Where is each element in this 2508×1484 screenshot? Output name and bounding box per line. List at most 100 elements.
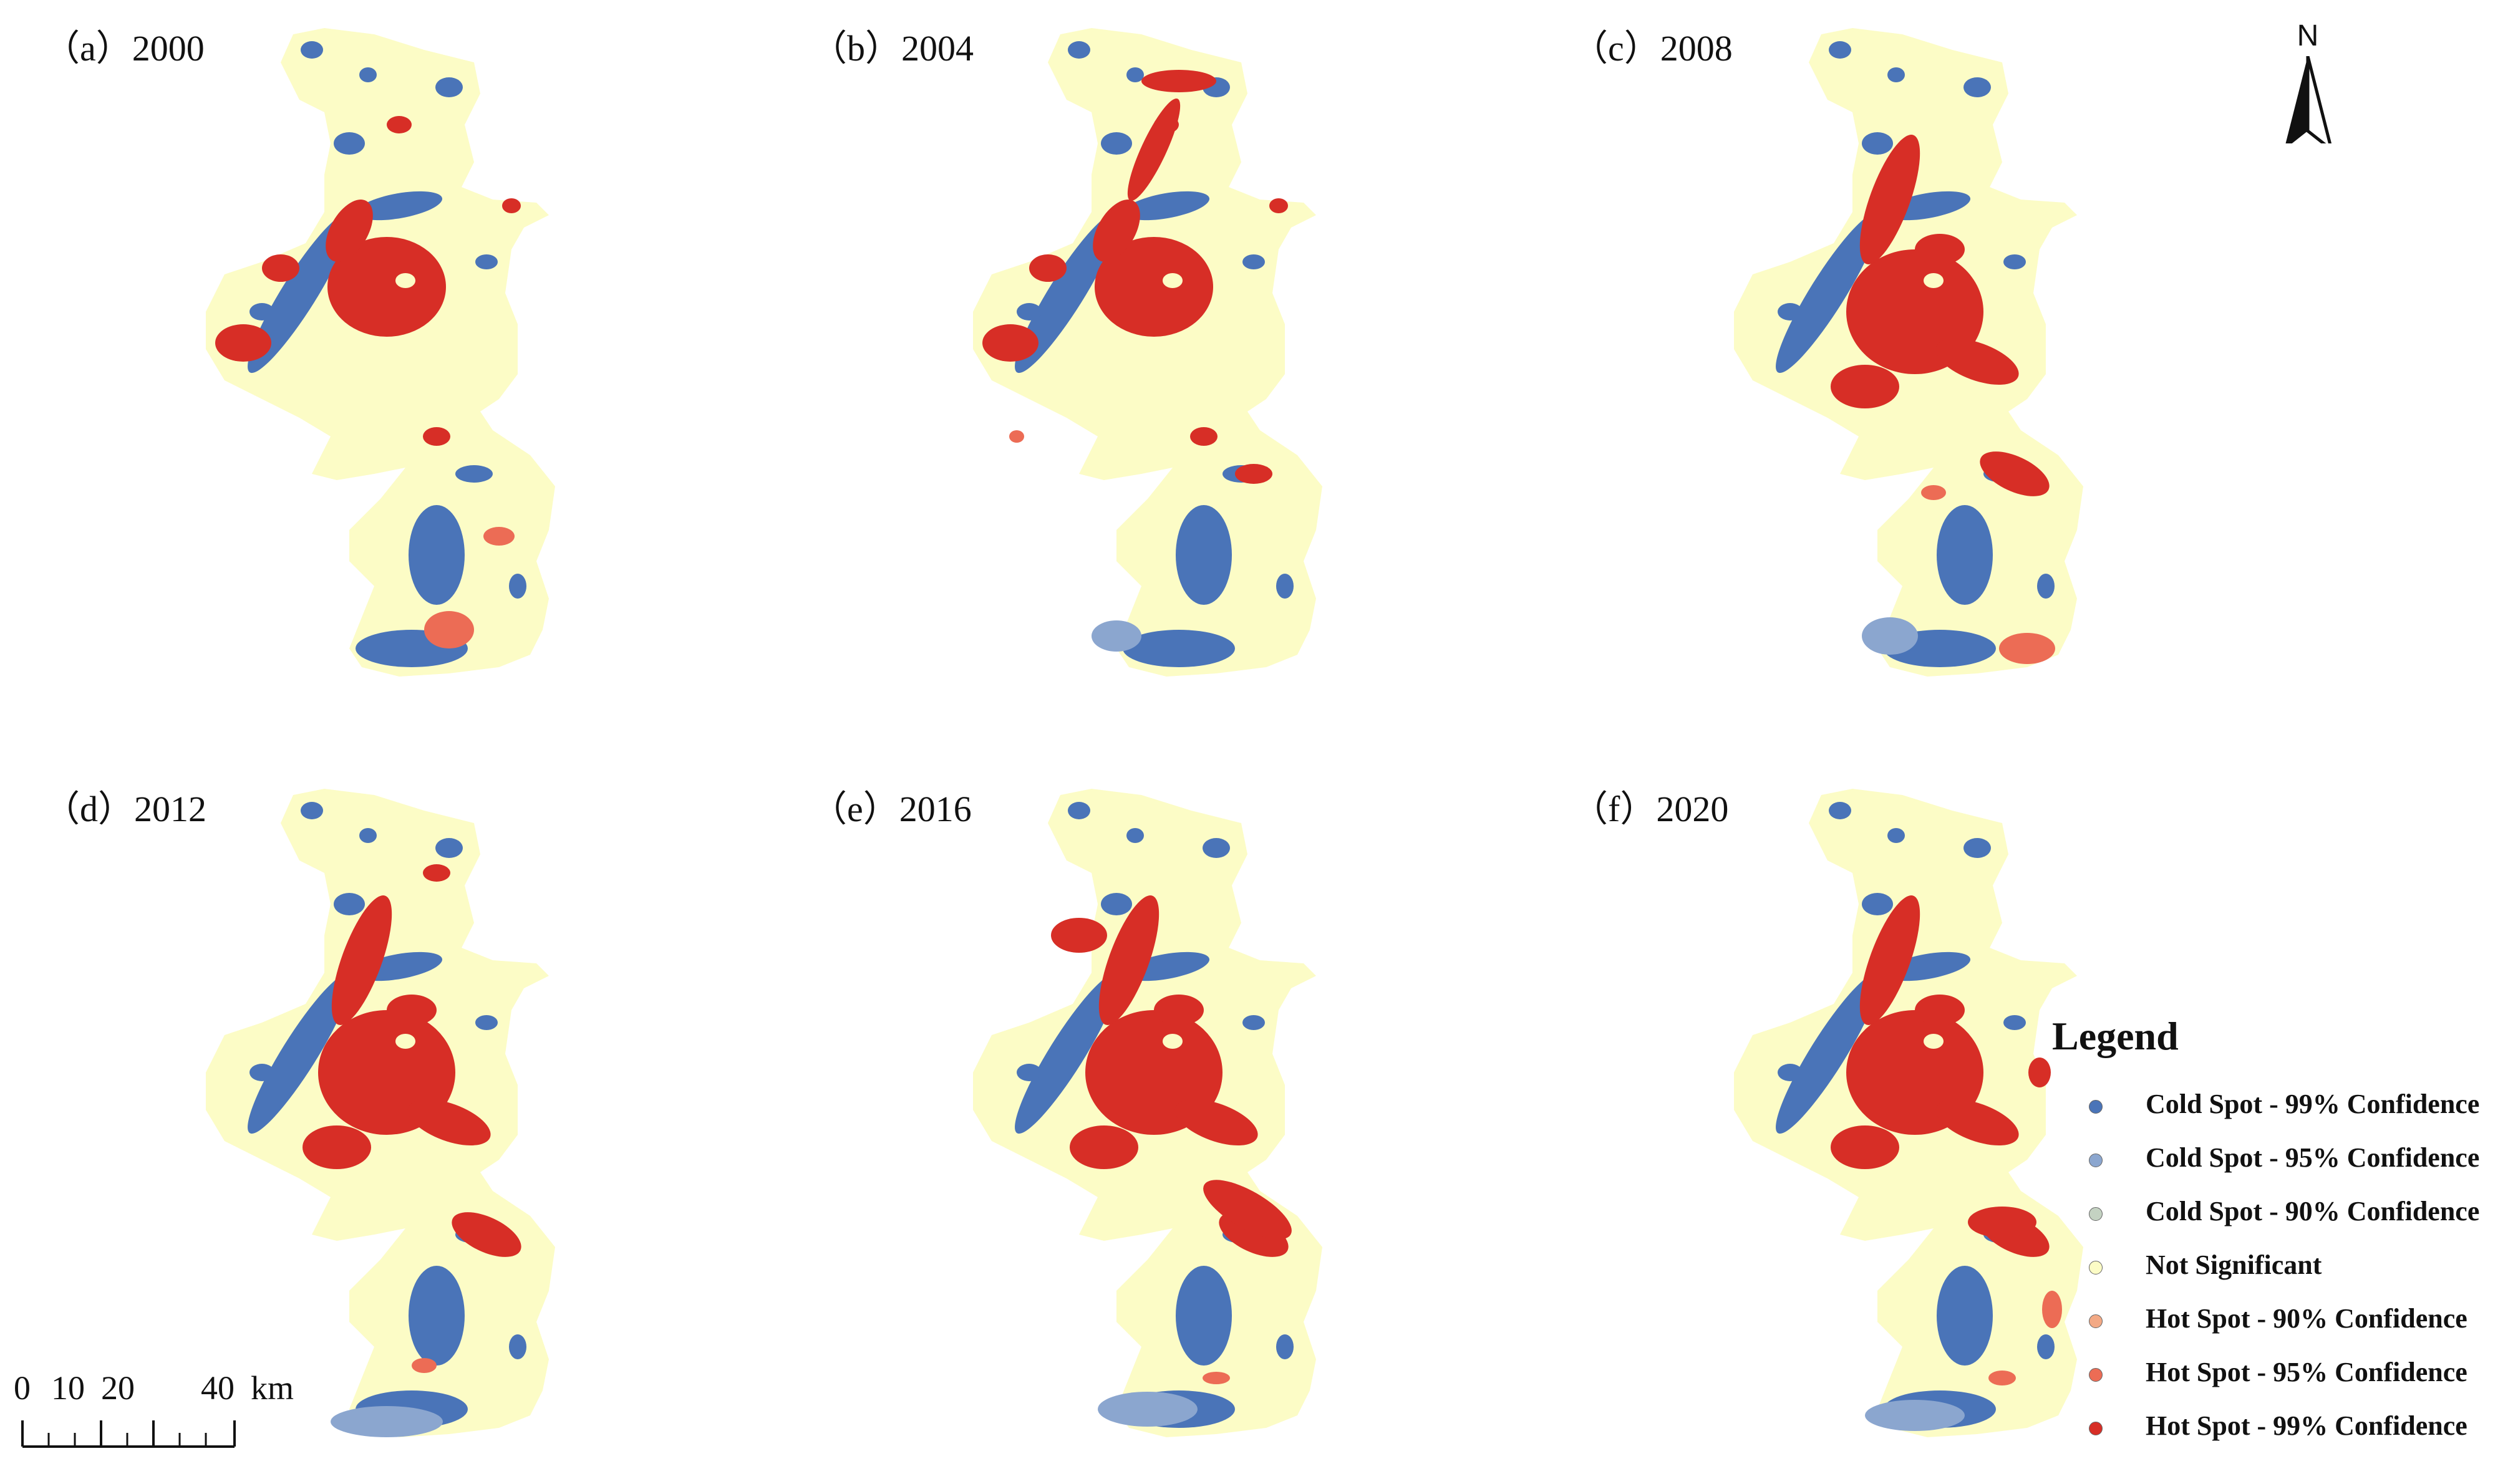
cold-spot-99	[1126, 67, 1144, 82]
cold-spot-99	[1015, 973, 1118, 1134]
hot-spot-99	[387, 995, 437, 1026]
study-area-outline	[973, 28, 1322, 677]
panel-label: （c）2008	[1572, 28, 1733, 69]
hot-spot-99	[1029, 254, 1067, 282]
hot-spot-99	[1127, 98, 1181, 201]
hot-spot-99	[1269, 198, 1288, 213]
legend-label: Cold Spot - 95% Confidence	[2146, 1142, 2480, 1173]
cold-spot-99	[1176, 1266, 1232, 1366]
cold-spot-99	[1068, 802, 1090, 819]
cold-spot-99	[1176, 505, 1232, 605]
cold-spot-99	[301, 802, 323, 819]
legend-item: Not Significant	[2049, 1249, 2498, 1293]
cold-spot-99	[509, 1334, 526, 1359]
cold-spot-99	[1068, 41, 1090, 59]
hot-spot-99	[387, 116, 412, 133]
hotspot-map	[973, 789, 1322, 1437]
map-panel-2016: （e）2016	[767, 761, 1578, 1484]
scale-tick-label: 40	[201, 1369, 235, 1407]
cold-spot-99	[1101, 893, 1132, 915]
scale-unit: km	[251, 1369, 294, 1407]
cold-spot-99	[359, 67, 377, 82]
legend-item: Hot Spot - 90% Confidence	[2049, 1303, 2498, 1346]
hot-spot-99	[1190, 427, 1218, 446]
hotspot-map	[206, 28, 555, 677]
cold-spot-99	[1829, 802, 1851, 819]
hot-spot-99	[1915, 234, 1965, 265]
cold-spot-99	[359, 828, 377, 843]
hot-spot-99	[262, 254, 299, 282]
cold-spot-99	[1937, 1266, 1993, 1366]
cold-spot-99	[409, 505, 465, 605]
cold-spot-99	[1101, 132, 1132, 155]
cold-spot-99	[2037, 1334, 2055, 1359]
core-gap	[1924, 273, 1944, 288]
cold-spot-99	[1887, 828, 1905, 843]
hot-spot-95	[424, 611, 474, 648]
hot-spot-95	[1988, 1371, 2016, 1385]
hot-spot-95	[1921, 485, 1946, 500]
scale-ruler	[21, 1420, 236, 1448]
hot-spot-99	[1235, 464, 1272, 484]
panel-label: （d）2012	[44, 789, 207, 829]
cold-spot-99	[1829, 41, 1851, 59]
study-area-outline	[206, 28, 555, 677]
hot-spot-99	[303, 1125, 371, 1169]
cold-spot-99	[248, 973, 351, 1134]
legend-swatch	[2089, 1207, 2103, 1221]
cold-spot-99	[1017, 303, 1042, 320]
hotspot-map	[1734, 789, 2083, 1437]
cold-spot-99	[1862, 132, 1893, 155]
legend-item: Hot Spot - 95% Confidence	[2049, 1356, 2498, 1400]
hot-spot-99	[1070, 1125, 1138, 1169]
hot-spot-99	[326, 200, 373, 262]
hot-spot-99	[502, 198, 521, 213]
cold-spot-99	[435, 77, 463, 97]
hot-spot-95	[1203, 1372, 1230, 1384]
cold-spot-99	[1778, 303, 1803, 320]
cold-spot-99	[1776, 213, 1879, 373]
hot-spot-99	[1203, 1180, 1292, 1240]
hotspot-map	[1734, 28, 2083, 677]
map-panel-2020: （f）2020	[1528, 761, 2339, 1484]
core-gap	[1163, 273, 1183, 288]
hot-spot-99	[1831, 365, 1899, 408]
hot-spot-99	[1859, 135, 1920, 264]
cold-spot-95	[331, 1406, 443, 1437]
cold-spot-99	[1276, 574, 1294, 599]
cold-spot-99	[1778, 1064, 1803, 1081]
hot-spot-99	[1935, 339, 2019, 385]
core-gap	[395, 1034, 415, 1049]
cold-spot-99	[475, 1015, 498, 1030]
hot-spot-99	[1915, 995, 1965, 1026]
core-gap	[1924, 1034, 1944, 1049]
hot-spot-99	[423, 864, 450, 882]
legend-label: Cold Spot - 99% Confidence	[2146, 1089, 2480, 1119]
hot-spot-99	[407, 1099, 491, 1145]
cold-spot-99	[248, 213, 351, 373]
legend-label: Hot Spot - 99% Confidence	[2146, 1410, 2467, 1441]
hot-spot-99	[1051, 918, 1107, 953]
scale-tick-label: 10	[51, 1369, 85, 1407]
cold-spot-99	[1963, 838, 1991, 858]
cold-spot-99	[1862, 893, 1893, 915]
cold-spot-99	[1887, 67, 1905, 82]
cold-spot-95	[1092, 620, 1141, 652]
cold-spot-99	[2037, 574, 2055, 599]
legend-item: Cold Spot - 95% Confidence	[2049, 1142, 2498, 1185]
cold-spot-95	[1865, 1400, 1965, 1431]
cold-spot-99	[301, 41, 323, 59]
cold-spot-99	[475, 254, 498, 269]
hot-spot-99	[2028, 1058, 2051, 1087]
hot-spot-99	[423, 427, 450, 446]
legend-label: Hot Spot - 95% Confidence	[2146, 1357, 2467, 1387]
legend: Legend Cold Spot - 99% Confidence Cold S…	[2049, 1013, 2498, 1450]
hot-spot-99	[1098, 895, 1160, 1025]
cold-spot-99	[1126, 828, 1144, 843]
hot-spot-99	[982, 324, 1039, 362]
hot-spot-95	[483, 527, 515, 546]
scale-tick-label: 20	[101, 1369, 135, 1407]
hot-spot-99	[1859, 895, 1920, 1025]
cold-spot-99	[249, 303, 274, 320]
cold-spot-99	[1017, 1064, 1042, 1081]
